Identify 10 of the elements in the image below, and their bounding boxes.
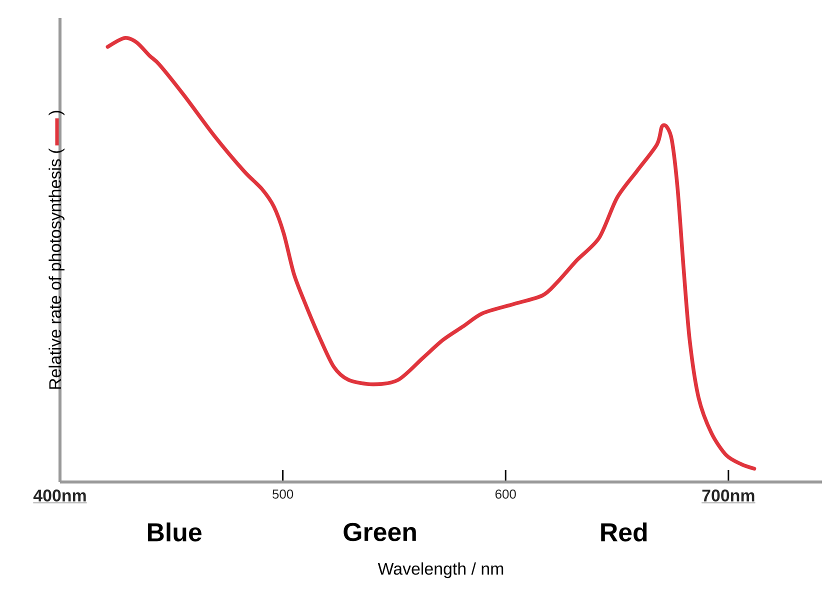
text: Red (601, 522, 647, 542)
annotation: ) (48, 110, 64, 116)
x-tick-label: 400nm (33, 490, 86, 502)
x-axis-title: Wavelength / nm (378, 562, 504, 578)
text: Green (344, 522, 416, 542)
x-tick-label: 700nm (702, 490, 754, 502)
x-tick-label: 600 (495, 490, 516, 499)
x-tick-label: 500 (272, 490, 294, 499)
text: Blue (148, 522, 202, 542)
y-axis-title: Relative rate of photosynthesis ( (48, 148, 64, 389)
